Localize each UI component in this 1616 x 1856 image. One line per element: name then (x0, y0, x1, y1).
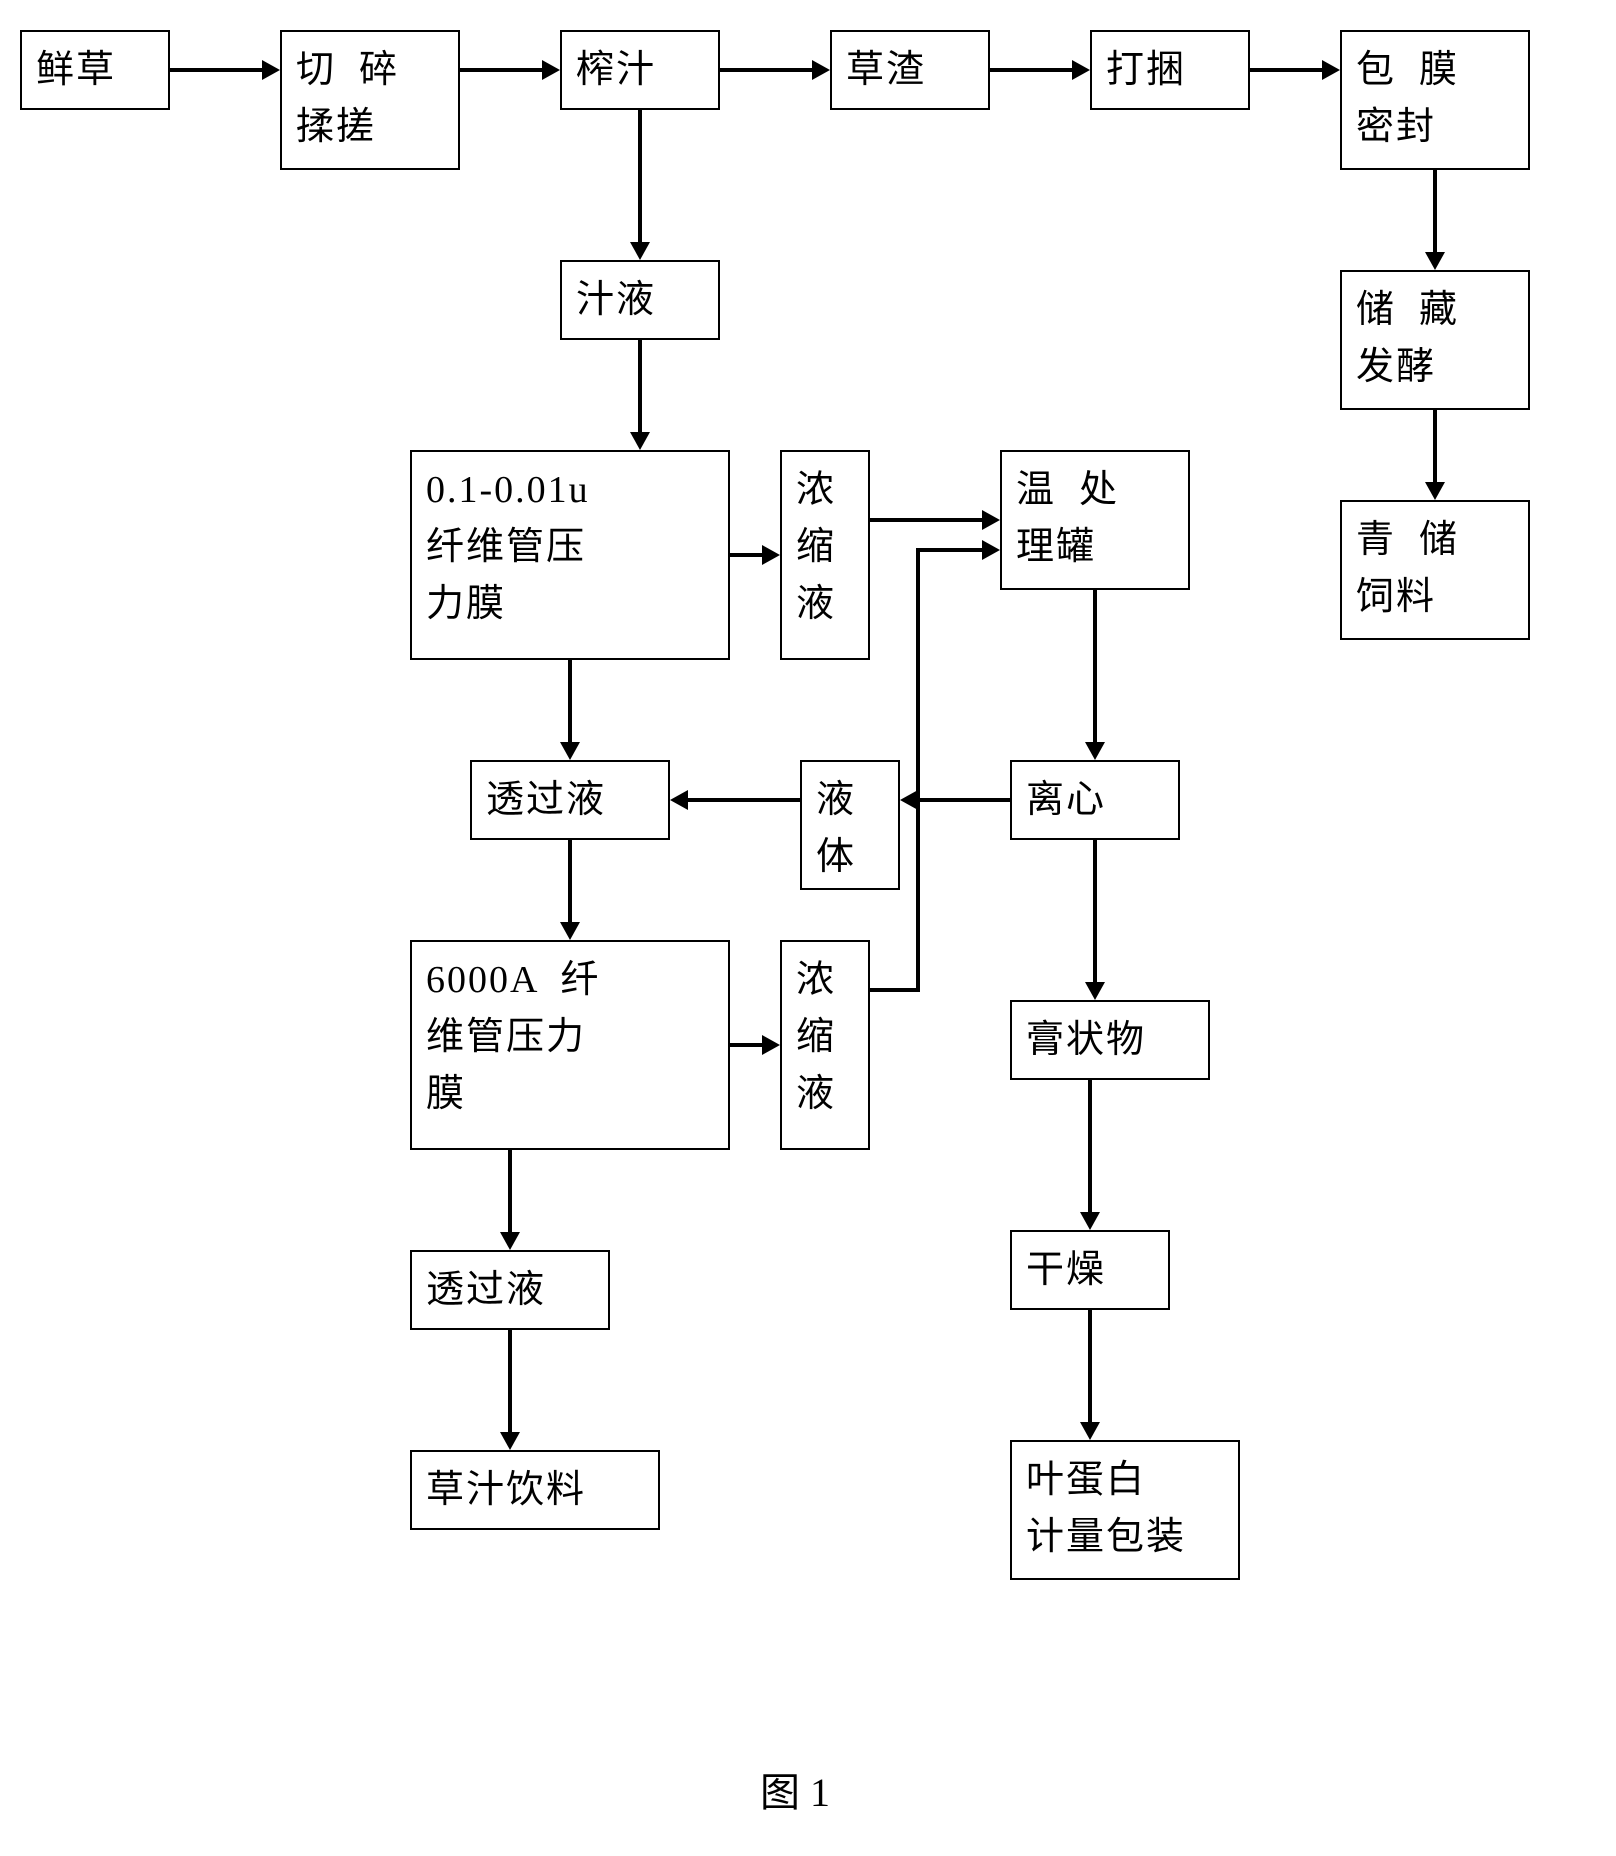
node-grass-drink: 草汁饮料 (410, 1450, 660, 1530)
edge (870, 518, 982, 522)
edge (460, 68, 542, 72)
arrow-head-icon (982, 540, 1000, 560)
node-film-seal: 包 膜 密封 (1340, 30, 1530, 170)
edge (730, 1043, 762, 1047)
arrow-head-icon (1085, 982, 1105, 1000)
node-residue: 草渣 (830, 30, 990, 110)
node-permeate-2: 透过液 (410, 1250, 610, 1330)
edge (916, 550, 920, 992)
node-silage-feed: 青 储 饲料 (1340, 500, 1530, 640)
edge (1250, 68, 1322, 72)
node-juice-press: 榨汁 (560, 30, 720, 110)
node-liquid: 液 体 (800, 760, 900, 890)
edge (568, 660, 572, 742)
arrow-head-icon (560, 742, 580, 760)
node-bale: 打捆 (1090, 30, 1250, 110)
edge (1088, 1080, 1092, 1212)
arrow-head-icon (762, 1035, 780, 1055)
node-fiber-membrane-2: 6000A 纤 维管压力 膜 (410, 940, 730, 1150)
arrow-head-icon (1072, 60, 1090, 80)
node-leaf-protein-package: 叶蛋白 计量包装 (1010, 1440, 1240, 1580)
node-juice-liquid: 汁液 (560, 260, 720, 340)
edge (918, 798, 1010, 802)
node-concentrate-1: 浓 缩 液 (780, 450, 870, 660)
edge (508, 1150, 512, 1232)
edge (870, 988, 920, 992)
node-dry: 干燥 (1010, 1230, 1170, 1310)
arrow-head-icon (762, 545, 780, 565)
arrow-head-icon (1425, 482, 1445, 500)
arrow-head-icon (982, 510, 1000, 530)
node-store-ferment: 储 藏 发酵 (1340, 270, 1530, 410)
node-paste: 膏状物 (1010, 1000, 1210, 1080)
arrow-head-icon (1425, 252, 1445, 270)
edge (1088, 1310, 1092, 1422)
arrow-head-icon (670, 790, 688, 810)
arrow-head-icon (542, 60, 560, 80)
edge (1093, 840, 1097, 982)
arrow-head-icon (262, 60, 280, 80)
arrow-head-icon (500, 1232, 520, 1250)
arrow-head-icon (630, 432, 650, 450)
edge (1433, 170, 1437, 252)
edge (916, 548, 982, 552)
arrow-head-icon (1322, 60, 1340, 80)
figure-caption: 图 1 (760, 1760, 830, 1818)
edge (568, 840, 572, 922)
edge (1433, 410, 1437, 482)
arrow-head-icon (500, 1432, 520, 1450)
edge (1093, 590, 1097, 742)
edge (508, 1330, 512, 1432)
edge (170, 68, 262, 72)
node-concentrate-2: 浓 缩 液 (780, 940, 870, 1150)
arrow-head-icon (1085, 742, 1105, 760)
arrow-head-icon (1080, 1212, 1100, 1230)
arrow-head-icon (1080, 1422, 1100, 1440)
node-centrifuge: 离心 (1010, 760, 1180, 840)
edge (720, 68, 812, 72)
edge (688, 798, 800, 802)
node-heat-tank: 温 处 理罐 (1000, 450, 1190, 590)
edge (730, 553, 762, 557)
arrow-head-icon (630, 242, 650, 260)
edge (638, 340, 642, 432)
arrow-head-icon (812, 60, 830, 80)
node-chop-knead: 切 碎 揉搓 (280, 30, 460, 170)
edge (990, 68, 1072, 72)
arrow-head-icon (560, 922, 580, 940)
node-fresh-grass: 鲜草 (20, 30, 170, 110)
edge (638, 110, 642, 242)
node-permeate-1: 透过液 (470, 760, 670, 840)
node-fiber-membrane-1: 0.1-0.01u 纤维管压 力膜 (410, 450, 730, 660)
